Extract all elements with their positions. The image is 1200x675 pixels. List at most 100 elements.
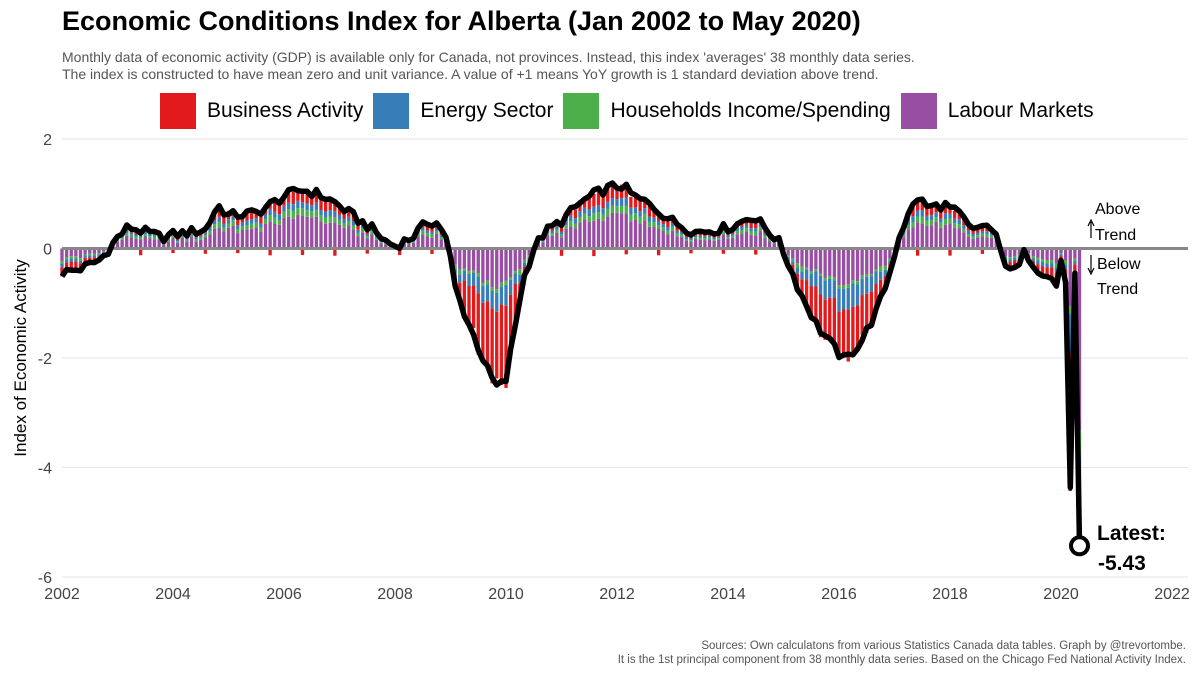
bar-segment-business xyxy=(615,186,619,200)
legend-label-business: Business Activity xyxy=(207,99,364,122)
bar-segment-energy xyxy=(911,216,915,223)
bar-segment-energy xyxy=(592,206,596,214)
bar-segment-energy xyxy=(860,278,864,296)
bar-segment-households xyxy=(661,227,665,232)
bar-segment-labour xyxy=(1003,248,1008,257)
bar-segment-energy xyxy=(786,256,790,260)
bar-segment-labour xyxy=(555,233,559,249)
bar-segment-labour xyxy=(698,239,702,249)
bar-segment-labour xyxy=(726,238,730,249)
bar-segment-energy xyxy=(1050,263,1054,268)
bar-segment-business xyxy=(675,224,679,231)
bar-segment-energy xyxy=(282,205,286,212)
x-tick-label: 2010 xyxy=(488,586,524,603)
bar-segment-business xyxy=(915,248,920,256)
bar-segment-business xyxy=(754,221,758,229)
bar-segment-labour xyxy=(162,245,166,249)
bar-segment-labour xyxy=(365,238,369,249)
bar-segment-business xyxy=(236,248,240,254)
bar-segment-households xyxy=(471,270,476,274)
x-tick-label: 2014 xyxy=(710,586,746,603)
bar-segment-energy xyxy=(555,226,559,230)
bar-segment-households xyxy=(328,216,332,223)
bar-segment-business xyxy=(356,223,360,230)
bar-segment-energy xyxy=(888,260,892,265)
bar-segment-households xyxy=(453,264,457,269)
bar-segment-energy xyxy=(231,216,235,221)
bar-segment-households xyxy=(64,257,69,260)
bar-segment-households xyxy=(69,256,73,259)
bar-segment-labour xyxy=(564,228,568,249)
bar-segment-labour xyxy=(615,212,619,249)
bar-segment-households xyxy=(633,213,638,220)
bar-segment-energy xyxy=(920,210,924,217)
bar-segment-business xyxy=(64,262,69,271)
legend: Business Activity Energy Sector Househol… xyxy=(160,93,1104,129)
bar-segment-households xyxy=(323,217,328,224)
bar-segment-labour xyxy=(157,239,161,249)
bar-segment-business xyxy=(268,248,272,256)
bar-segment-labour xyxy=(878,248,883,267)
bar-segment-labour xyxy=(458,248,462,270)
bar-segment-households xyxy=(675,233,679,237)
bar-segment-business xyxy=(291,191,295,205)
y-tick-label: -4 xyxy=(38,461,52,478)
bar-segment-households xyxy=(615,206,619,213)
bar-segment-business xyxy=(929,206,934,216)
bar-segment-energy xyxy=(513,273,517,284)
bar-segment-households xyxy=(490,287,494,291)
stacked-bars xyxy=(60,182,1082,536)
bar-segment-households xyxy=(855,281,860,285)
bar-segment-energy xyxy=(83,255,87,258)
bar-segment-business xyxy=(286,189,291,203)
bar-segment-households xyxy=(314,209,319,217)
bar-segment-business xyxy=(490,308,494,384)
bar-segment-energy xyxy=(430,231,434,235)
bar-segment-labour xyxy=(305,216,309,249)
bar-segment-business xyxy=(397,248,402,256)
bar-segment-labour xyxy=(356,236,360,249)
bar-segment-energy xyxy=(92,255,97,258)
bar-segment-business xyxy=(138,248,143,256)
bar-segment-labour xyxy=(467,248,471,272)
bar-segment-labour xyxy=(148,238,152,249)
bar-segment-business xyxy=(337,205,342,215)
bar-segment-labour xyxy=(800,248,804,267)
bar-segment-households xyxy=(934,217,938,222)
bar-segment-energy xyxy=(707,235,712,238)
bar-segment-labour xyxy=(328,222,332,249)
bar-segment-business xyxy=(1073,264,1077,275)
bar-segment-business xyxy=(809,286,813,317)
bar-segment-labour xyxy=(471,248,476,271)
bar-segment-households xyxy=(809,271,813,274)
bar-segment-business xyxy=(800,279,804,296)
bar-segment-households xyxy=(582,213,587,220)
bar-segment-energy xyxy=(347,216,351,221)
bar-segment-energy xyxy=(619,198,624,206)
bar-segment-labour xyxy=(633,219,638,249)
bar-segment-households xyxy=(134,236,138,239)
bar-segment-labour xyxy=(666,234,670,249)
bar-segment-households xyxy=(421,230,425,235)
bar-segment-energy xyxy=(212,220,217,225)
bar-segment-energy xyxy=(305,203,309,211)
bar-segment-energy xyxy=(286,202,291,210)
bar-segment-energy xyxy=(425,230,430,234)
bar-segment-labour xyxy=(125,235,129,249)
bar-segment-labour xyxy=(407,244,411,249)
bar-segment-energy xyxy=(379,240,383,243)
bar-segment-households xyxy=(735,231,739,235)
bar-segment-energy xyxy=(518,274,522,283)
bar-segment-labour xyxy=(92,248,97,254)
bar-segment-business xyxy=(828,297,832,337)
bar-segment-labour xyxy=(809,248,813,272)
bar-segment-energy xyxy=(522,262,527,267)
bar-segment-energy xyxy=(194,237,198,240)
bar-segment-business xyxy=(305,190,309,204)
bar-segment-energy xyxy=(458,274,462,283)
bar-segment-business xyxy=(610,184,615,199)
bar-segment-labour xyxy=(841,248,846,286)
bar-segment-households xyxy=(337,219,342,225)
bar-segment-energy xyxy=(138,235,143,238)
